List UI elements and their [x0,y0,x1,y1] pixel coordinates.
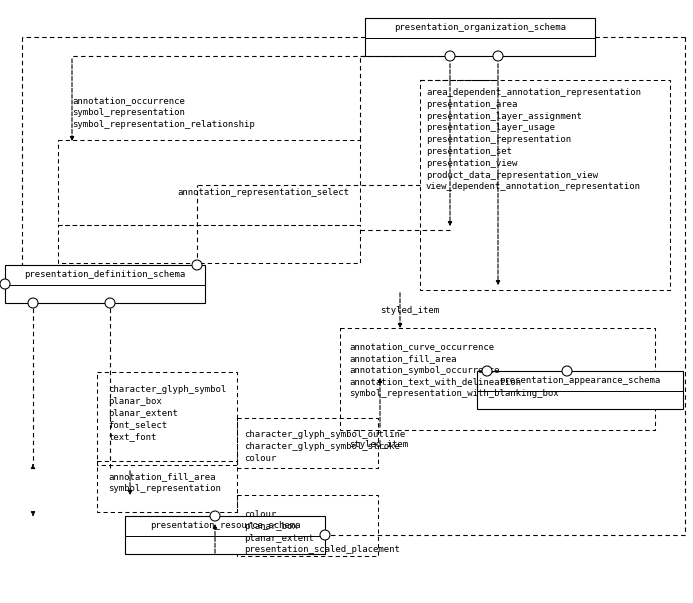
Bar [365,18,595,56]
Text: annotation_fill_area
symbol_representation: annotation_fill_area symbol_representati… [108,472,221,493]
Circle shape [0,279,10,289]
Circle shape [445,51,455,61]
Bar [340,328,655,430]
Circle shape [562,366,572,376]
Circle shape [493,51,503,61]
Text: presentation_organization_schema: presentation_organization_schema [394,24,566,33]
Text: styled_item: styled_item [349,440,408,449]
Text: character_glyph_symbol
planar_box
planar_extent
font_select
text_font: character_glyph_symbol planar_box planar… [108,385,226,441]
Text: presentation_resource_schema: presentation_resource_schema [150,522,300,531]
Text: styled_item: styled_item [380,306,439,315]
Text: colour
planar_box
planar_extent
presentation_scaled_placement: colour planar_box planar_extent presenta… [244,510,400,554]
Bar [58,140,360,225]
Bar [97,372,237,465]
Bar [125,516,325,554]
Circle shape [320,530,330,540]
Bar [58,225,360,263]
Text: area_dependent_annotation_representation
presentation_area
presentation_layer_as: area_dependent_annotation_representation… [426,88,641,191]
Circle shape [192,260,202,270]
Circle shape [28,298,38,308]
Bar [97,461,237,512]
Circle shape [482,366,492,376]
Bar [237,495,378,556]
Text: annotation_occurrence
symbol_representation
symbol_representation_relationship: annotation_occurrence symbol_representat… [72,96,255,128]
Bar [5,265,205,303]
Text: annotation_curve_occurrence
annotation_fill_area
annotation_symbol_occurrence
an: annotation_curve_occurrence annotation_f… [349,342,559,398]
Bar [477,371,683,409]
Text: presentation_definition_schema: presentation_definition_schema [24,270,186,279]
Text: presentation_appearance_schema: presentation_appearance_schema [500,376,660,385]
Circle shape [210,511,220,521]
Bar [420,80,670,290]
Bar [237,418,378,468]
Text: character_glyph_symbol_outline
character_glyph_symbol_stroke
colour: character_glyph_symbol_outline character… [244,430,405,463]
Text: annotation_representation_select: annotation_representation_select [177,188,349,197]
Circle shape [105,298,115,308]
